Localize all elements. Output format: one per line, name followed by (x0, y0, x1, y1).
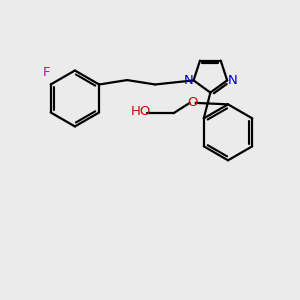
Text: N: N (228, 74, 237, 88)
Text: N: N (183, 74, 193, 88)
Text: O: O (188, 95, 198, 109)
Text: F: F (43, 66, 50, 79)
Text: HO: HO (131, 105, 152, 118)
